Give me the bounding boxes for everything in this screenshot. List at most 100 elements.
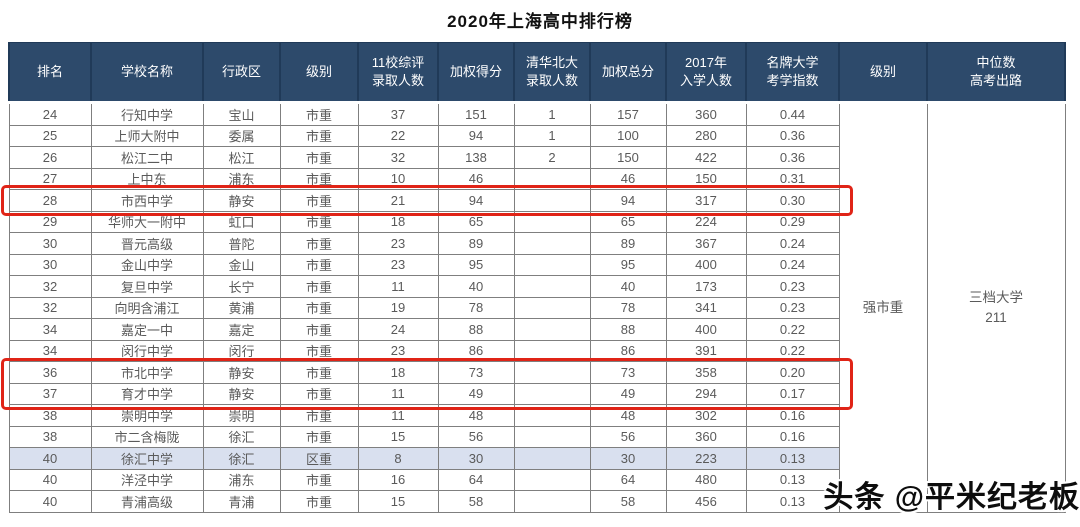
table-row: 40 青浦高级 青浦 市重 15 58 58 456 0.13 bbox=[8, 490, 1065, 513]
cell: 28 bbox=[8, 189, 92, 212]
cell: 闵行中学 bbox=[90, 339, 204, 362]
table-row: 25 上师大附中 委属 市重 22 94 1 100 280 0.36 bbox=[8, 124, 1065, 147]
cell: 向明含浦江 bbox=[90, 296, 204, 319]
cell: 23 bbox=[357, 232, 439, 255]
cell: 302 bbox=[665, 404, 747, 427]
cell: 区重 bbox=[279, 447, 359, 470]
cell: 浦东 bbox=[202, 468, 281, 491]
cell: 0.23 bbox=[745, 275, 840, 298]
cell: 市二含梅陇 bbox=[90, 425, 204, 448]
watermark: 头条 @平米纪老板 bbox=[823, 481, 1080, 514]
cell bbox=[513, 275, 591, 298]
cell: 委属 bbox=[202, 124, 281, 147]
cell bbox=[513, 189, 591, 212]
cell: 松江二中 bbox=[90, 146, 204, 169]
cell: 48 bbox=[437, 404, 515, 427]
cell: 行知中学 bbox=[90, 102, 204, 126]
column-header-10: 级别 bbox=[838, 42, 928, 104]
cell: 40 bbox=[437, 275, 515, 298]
cell: 86 bbox=[589, 339, 667, 362]
cell: 400 bbox=[665, 318, 747, 341]
cell: 市重 bbox=[279, 253, 359, 276]
cell: 普陀 bbox=[202, 232, 281, 255]
cell: 95 bbox=[437, 253, 515, 276]
cell bbox=[513, 490, 591, 513]
cell: 73 bbox=[589, 361, 667, 384]
column-header-0: 排名 bbox=[8, 42, 92, 104]
table-row: 40 洋泾中学 浦东 市重 16 64 64 480 0.13 bbox=[8, 468, 1065, 491]
cell: 1 bbox=[513, 124, 591, 147]
cell bbox=[513, 253, 591, 276]
column-header-2: 行政区 bbox=[202, 42, 281, 104]
cell: 市重 bbox=[279, 318, 359, 341]
cell: 洋泾中学 bbox=[90, 468, 204, 491]
cell: 0.20 bbox=[745, 361, 840, 384]
cell: 徐汇 bbox=[202, 425, 281, 448]
table-row: 36 市北中学 静安 市重 18 73 73 358 0.20 bbox=[8, 361, 1065, 384]
cell: 32 bbox=[8, 296, 92, 319]
cell: 88 bbox=[589, 318, 667, 341]
cell: 40 bbox=[8, 490, 92, 513]
cell: 48 bbox=[589, 404, 667, 427]
cell: 64 bbox=[589, 468, 667, 491]
cell: 徐汇中学 bbox=[90, 447, 204, 470]
cell: 46 bbox=[437, 167, 515, 190]
cell: 长宁 bbox=[202, 275, 281, 298]
cell: 37 bbox=[8, 382, 92, 405]
cell: 34 bbox=[8, 339, 92, 362]
cell: 市重 bbox=[279, 404, 359, 427]
cell: 0.44 bbox=[745, 102, 840, 126]
cell: 18 bbox=[357, 210, 439, 233]
cell: 青浦 bbox=[202, 490, 281, 513]
cell bbox=[513, 404, 591, 427]
cell: 0.36 bbox=[745, 146, 840, 169]
cell: 40 bbox=[8, 468, 92, 491]
cell: 94 bbox=[437, 189, 515, 212]
cell: 56 bbox=[437, 425, 515, 448]
cell: 400 bbox=[665, 253, 747, 276]
cell bbox=[513, 318, 591, 341]
cell: 391 bbox=[665, 339, 747, 362]
table-row: 24 行知中学 宝山 市重 37 151 1 157 360 0.44 强市重 三档大学 211 bbox=[8, 102, 1066, 513]
cell: 94 bbox=[437, 124, 515, 147]
table-row: 37 育才中学 静安 市重 11 49 49 294 0.17 bbox=[8, 382, 1065, 405]
cell: 11 bbox=[357, 382, 439, 405]
cell: 0.13 bbox=[745, 468, 840, 491]
cell: 30 bbox=[437, 447, 515, 470]
cell: 市重 bbox=[279, 490, 359, 513]
cell: 65 bbox=[437, 210, 515, 233]
cell: 0.29 bbox=[745, 210, 840, 233]
cell: 1 bbox=[513, 102, 591, 126]
cell: 上中东 bbox=[90, 167, 204, 190]
cell bbox=[513, 232, 591, 255]
cell: 徐汇 bbox=[202, 447, 281, 470]
cell: 0.13 bbox=[745, 490, 840, 513]
cell bbox=[513, 361, 591, 384]
cell: 11 bbox=[357, 275, 439, 298]
cell: 市重 bbox=[279, 468, 359, 491]
cell bbox=[513, 296, 591, 319]
cell: 静安 bbox=[202, 189, 281, 212]
cell: 173 bbox=[665, 275, 747, 298]
cell: 88 bbox=[437, 318, 515, 341]
cell: 复旦中学 bbox=[90, 275, 204, 298]
cell: 223 bbox=[665, 447, 747, 470]
cell: 32 bbox=[8, 275, 92, 298]
cell: 嘉定一中 bbox=[90, 318, 204, 341]
cell: 嘉定 bbox=[202, 318, 281, 341]
table-row: 30 晋元高级 普陀 市重 23 89 89 367 0.24 bbox=[8, 232, 1065, 255]
cell: 黄浦 bbox=[202, 296, 281, 319]
cell: 94 bbox=[589, 189, 667, 212]
cell: 0.31 bbox=[745, 167, 840, 190]
cell: 100 bbox=[589, 124, 667, 147]
cell: 157 bbox=[589, 102, 667, 126]
cell: 19 bbox=[357, 296, 439, 319]
cell: 0.24 bbox=[745, 232, 840, 255]
cell: 36 bbox=[8, 361, 92, 384]
cell: 89 bbox=[437, 232, 515, 255]
cell: 市重 bbox=[279, 210, 359, 233]
cell: 360 bbox=[665, 102, 747, 126]
cell: 市重 bbox=[279, 189, 359, 212]
column-header-6: 清华北大 录取人数 bbox=[513, 42, 591, 104]
